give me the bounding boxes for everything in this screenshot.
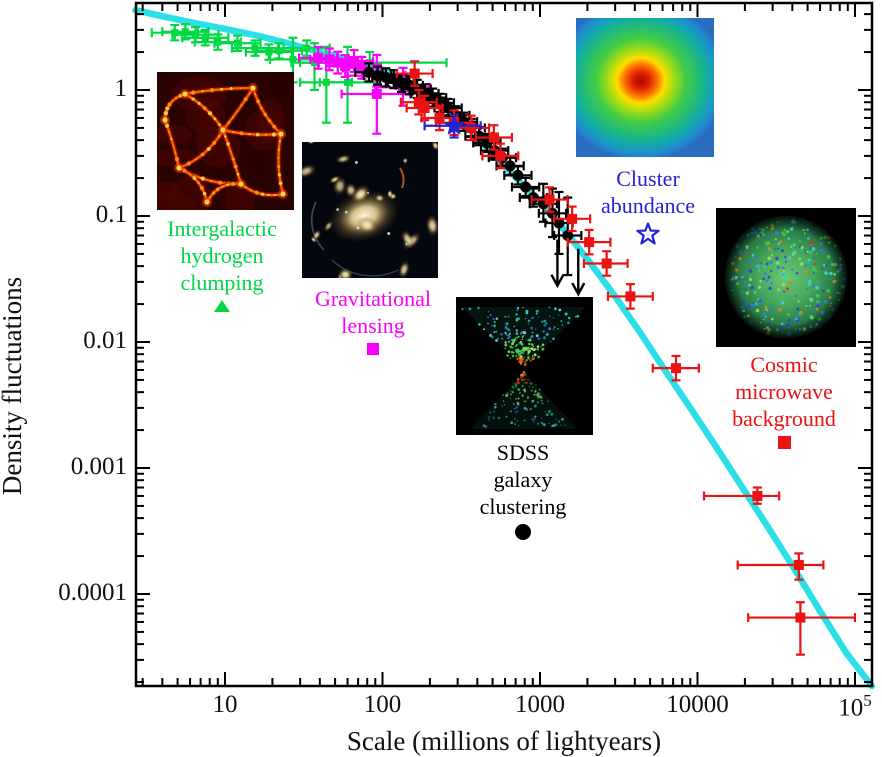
- x-tick-label: 1000: [515, 691, 565, 718]
- gravitational-lensing-cluster-image: [302, 142, 438, 278]
- label-cluster-abundance: Cluster abundance: [558, 165, 738, 245]
- triangle-icon: [214, 300, 230, 312]
- x-axis-title: Scale (millions of lightyears): [346, 726, 662, 756]
- y-tick-label: 0.1: [95, 201, 127, 228]
- label-line: abundance: [600, 193, 696, 218]
- cluster-abundance-inset-image: [576, 18, 714, 157]
- hydrogen-legend-marker: [132, 299, 312, 313]
- circle-icon: [515, 524, 531, 540]
- sdss-galaxy-map-inset-image: [456, 297, 593, 435]
- label-line: Intergalactic: [167, 216, 277, 241]
- x-tick-label: 10000: [666, 691, 729, 718]
- x-tick-label: 10: [212, 691, 238, 718]
- square-icon: [777, 436, 791, 449]
- sdss-galaxy-map-image: [456, 297, 593, 435]
- lensing-legend-marker: [283, 342, 463, 356]
- label-line: microwave: [735, 379, 833, 404]
- cmb-sphere-inset-image: [716, 208, 856, 347]
- series-cosmic-microwave-background: [395, 60, 857, 656]
- label-line: hydrogen: [180, 243, 264, 268]
- y-axis-title: Density fluctuations: [0, 276, 27, 496]
- label-line: SDSS: [496, 440, 550, 465]
- axis-ticks: [136, 3, 872, 686]
- label-line: clustering: [479, 494, 567, 519]
- cluster-legend-marker: [558, 222, 738, 245]
- intergalactic-hydrogen-inset-image: [157, 72, 294, 210]
- x-tick-label: 105: [838, 691, 872, 722]
- cmb-sky-sphere-image: [725, 216, 847, 338]
- label-line: Cosmic: [750, 352, 818, 377]
- label-line: clumping: [180, 270, 264, 295]
- y-tick-label: 0.001: [70, 453, 127, 480]
- label-cosmic-microwave-background: Cosmic microwave background: [694, 351, 874, 450]
- x-tick-label: 100: [363, 691, 402, 718]
- intergalactic-hydrogen-simulation-image: [157, 72, 294, 210]
- label-gravitational-lensing: Gravitational lensing: [283, 285, 463, 356]
- label-line: lensing: [341, 313, 405, 338]
- label-line: galaxy: [493, 467, 553, 492]
- label-line: Gravitational: [314, 286, 432, 311]
- label-sdss-galaxy-clustering: SDSS galaxy clustering: [433, 439, 613, 541]
- upper-limit-arrow: [550, 239, 565, 289]
- open-star-icon: [636, 222, 660, 245]
- sdss-legend-marker: [433, 523, 613, 541]
- cmb-legend-marker: [694, 435, 874, 450]
- label-line: Cluster: [616, 166, 680, 191]
- y-tick-label: 0.01: [83, 327, 127, 354]
- y-tick-label: 1: [114, 75, 128, 102]
- plot-frame: [134, 1, 874, 688]
- square-icon: [367, 343, 379, 355]
- label-line: background: [732, 406, 836, 431]
- gravitational-lensing-inset-image: [302, 142, 438, 278]
- label-intergalactic-hydrogen-clumping: Intergalactic hydrogen clumping: [132, 215, 312, 313]
- upper-limit-arrow: [571, 248, 586, 297]
- series-cluster-abundance: [423, 114, 482, 139]
- y-tick-label: 0.0001: [58, 579, 127, 606]
